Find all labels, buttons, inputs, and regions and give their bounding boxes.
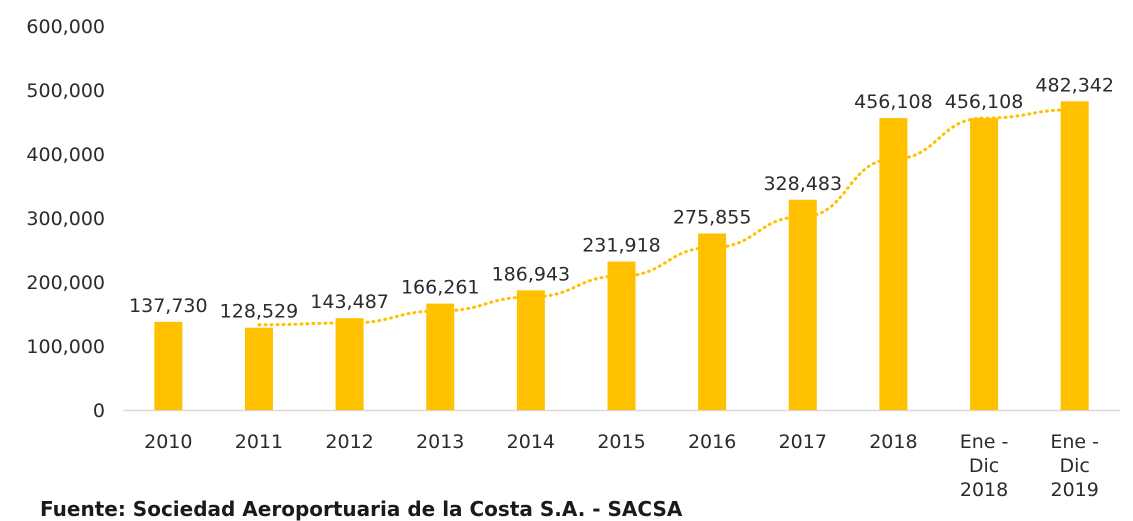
x-tick-label: Ene -Dic 2018	[960, 431, 1009, 501]
y-tick-label: 400,000	[26, 144, 105, 166]
x-tick-label: 2012	[325, 431, 373, 453]
x-tick-label: 2013	[416, 431, 464, 453]
y-tick-label: 300,000	[26, 208, 105, 230]
data-label: 143,487	[310, 291, 389, 313]
x-tick-label: 2014	[507, 431, 555, 453]
x-tick-label: 2015	[597, 431, 645, 453]
x-tick-label: 2016	[688, 431, 736, 453]
bar	[970, 118, 999, 410]
x-tick-label: 2017	[779, 431, 827, 453]
bar	[788, 199, 817, 410]
x-tick-label: Ene -Dic 2019	[1050, 431, 1099, 501]
data-label: 456,108	[945, 91, 1024, 113]
x-tick-label: 2018	[869, 431, 917, 453]
y-tick-label: 200,000	[26, 272, 105, 294]
data-label: 166,261	[401, 277, 480, 299]
bar	[516, 290, 545, 410]
data-label: 128,529	[220, 301, 299, 323]
y-tick-label: 600,000	[26, 16, 105, 38]
data-label: 137,730	[129, 295, 208, 317]
data-label: 231,918	[582, 235, 661, 257]
bar	[879, 118, 908, 410]
y-tick-label: 100,000	[26, 336, 105, 358]
bar	[426, 303, 455, 410]
bar	[154, 321, 183, 410]
x-tick-label: 2010	[144, 431, 192, 453]
data-label: 456,108	[854, 91, 933, 113]
data-label: 186,943	[492, 263, 571, 285]
bars-group	[154, 101, 1089, 410]
y-tick-label: 0	[93, 400, 105, 422]
bar	[698, 233, 727, 410]
data-label: 275,855	[673, 206, 752, 228]
source-note: Fuente: Sociedad Aeroportuaria de la Cos…	[40, 497, 683, 521]
bar	[607, 261, 636, 410]
data-label: 328,483	[763, 173, 842, 195]
x-tick-label: 2011	[235, 431, 283, 453]
bar	[335, 318, 364, 410]
bar	[1060, 101, 1089, 410]
y-axis-tick-labels: 0 100,000 200,000 300,000 400,000 500,000 600,…	[26, 16, 105, 422]
data-labels-group: 137,730 128,529 143,487 166,261 186,943 231,9…	[129, 74, 1114, 322]
bar	[244, 327, 273, 410]
data-label: 482,342	[1035, 74, 1114, 96]
y-tick-label: 500,000	[26, 80, 105, 102]
trendline	[257, 108, 1077, 327]
x-axis-category-labels: 2010 2011 2012 2013 2014 2015 2016 2017 2018 Ene …	[144, 431, 1099, 501]
